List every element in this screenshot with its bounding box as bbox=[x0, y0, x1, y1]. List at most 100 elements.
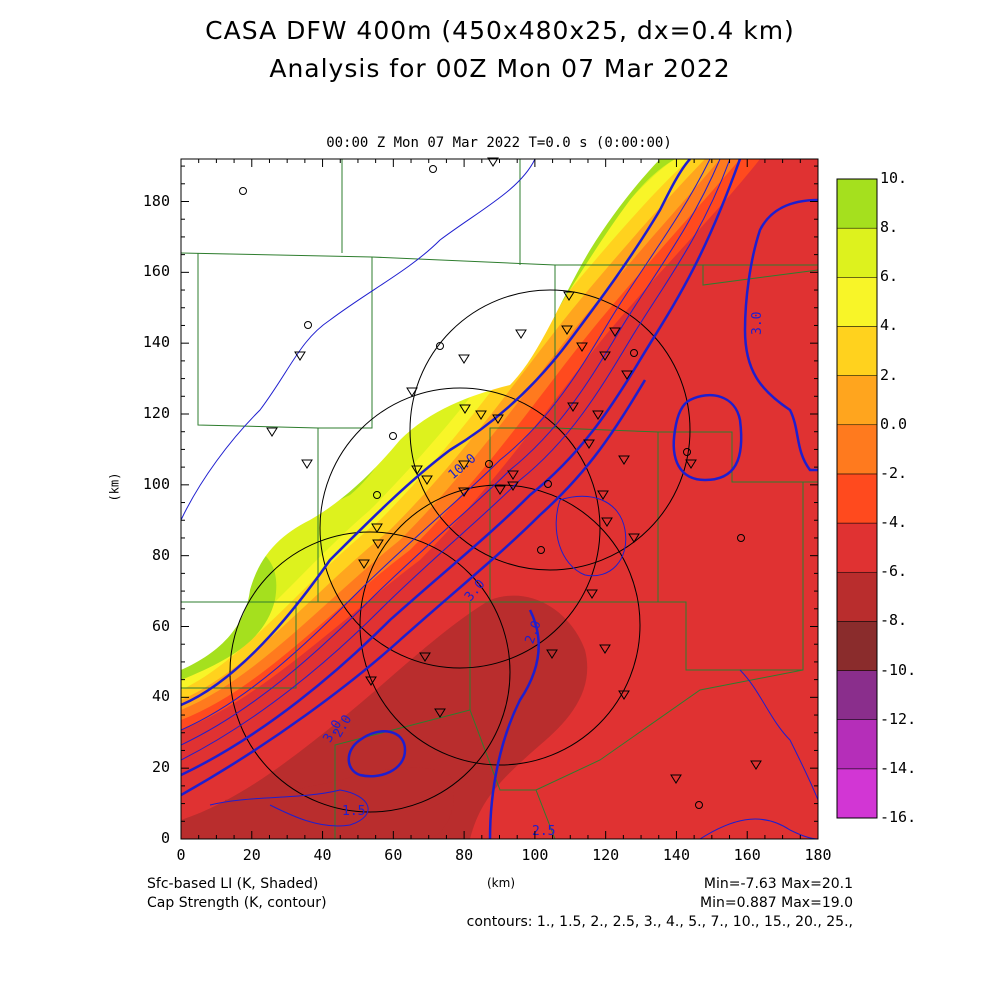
station-triangle bbox=[406, 387, 418, 397]
contour-label: 2.5 bbox=[532, 824, 555, 839]
station-triangle bbox=[358, 559, 370, 569]
colorbar-tick-label: -8. bbox=[880, 611, 908, 630]
station-circle bbox=[544, 480, 552, 488]
colorbar-frame bbox=[836, 178, 878, 819]
station-triangle bbox=[492, 414, 504, 424]
colorbar-tick-label: 2. bbox=[880, 365, 899, 384]
station-triangle bbox=[494, 485, 506, 495]
y-tick-label: 180 bbox=[142, 191, 170, 210]
x-tick-label: 120 bbox=[592, 846, 620, 864]
station-triangle bbox=[459, 404, 471, 414]
county-line-1 bbox=[181, 252, 818, 266]
station-triangle bbox=[419, 652, 431, 662]
station-triangle bbox=[475, 410, 487, 420]
y-tick-label: 60 bbox=[151, 616, 170, 635]
footer-contour-levels: contours: 1., 1.5, 2., 2.5, 3., 4., 5., … bbox=[466, 914, 853, 930]
contour-label: 3.0 bbox=[750, 312, 765, 335]
station-triangle bbox=[670, 774, 682, 784]
cap-strength-contours bbox=[181, 159, 818, 839]
station-triangle bbox=[266, 427, 278, 437]
colorbar-tick-label: -16. bbox=[880, 808, 917, 826]
axis-ticks bbox=[180, 159, 819, 840]
station-triangle bbox=[546, 649, 558, 659]
station-triangle bbox=[372, 539, 384, 549]
contour-3-east bbox=[743, 198, 818, 472]
x-axis-unit: (km) bbox=[487, 876, 516, 890]
contour-west-thin bbox=[181, 159, 536, 521]
station-triangle bbox=[599, 644, 611, 654]
colorbar-tick-label: 10. bbox=[880, 169, 908, 187]
county-line-5 bbox=[318, 257, 373, 429]
colorbar-swatch bbox=[836, 227, 878, 278]
colorbar-swatch bbox=[836, 768, 878, 819]
colorbar-swatch bbox=[836, 178, 878, 229]
colorbar-tick-label: -12. bbox=[880, 709, 917, 728]
station-markers bbox=[239, 157, 762, 809]
station-triangle bbox=[563, 291, 575, 301]
x-tick-label: 140 bbox=[662, 846, 690, 864]
station-triangle bbox=[592, 410, 604, 420]
x-tick-label: 20 bbox=[242, 846, 261, 864]
contour-10 bbox=[181, 159, 691, 707]
colorbar-swatch bbox=[836, 571, 878, 622]
contour-east-ring bbox=[672, 393, 743, 482]
contour-2-inner bbox=[181, 379, 647, 797]
colorbar-swatch bbox=[836, 375, 878, 426]
colorbar-swatch bbox=[836, 719, 878, 770]
station-triangle bbox=[576, 342, 588, 352]
station-triangle bbox=[371, 523, 383, 533]
station-triangle bbox=[621, 370, 633, 380]
y-tick-label: 160 bbox=[142, 262, 170, 281]
x-tick-label: 100 bbox=[521, 846, 549, 864]
contour-1-5-south bbox=[209, 789, 369, 827]
x-tick-label: 180 bbox=[804, 846, 832, 864]
contour-4 bbox=[181, 159, 731, 761]
contour-label: 1.5 bbox=[342, 804, 365, 819]
station-triangle bbox=[487, 157, 499, 167]
contour-sw-loop bbox=[347, 730, 407, 778]
x-tick-label: 40 bbox=[313, 846, 332, 864]
colorbar-tick-label: -14. bbox=[880, 758, 917, 777]
station-triangle bbox=[685, 459, 697, 469]
x-tick-label: 0 bbox=[176, 846, 186, 864]
station-circle bbox=[429, 165, 437, 173]
colorbar-swatch bbox=[836, 522, 878, 573]
range-rings bbox=[229, 289, 691, 813]
county-line-12 bbox=[334, 602, 471, 839]
station-circle bbox=[683, 448, 691, 456]
station-triangle bbox=[421, 475, 433, 485]
station-triangle bbox=[515, 329, 527, 339]
y-tick-label: 0 bbox=[160, 829, 170, 847]
county-line-8 bbox=[658, 431, 818, 483]
county-line-14 bbox=[535, 789, 556, 839]
colorbar-tick-label: -6. bbox=[880, 562, 908, 581]
station-triangle bbox=[458, 354, 470, 364]
radar-ring-2 bbox=[319, 387, 601, 669]
county-line-7 bbox=[490, 427, 659, 603]
title-line-2: Analysis for 00Z Mon 07 Mar 2022 bbox=[269, 54, 731, 83]
station-circle bbox=[630, 349, 638, 357]
colorbar-tick-label: -4. bbox=[880, 513, 908, 532]
li-missing-region bbox=[181, 159, 660, 670]
station-triangle bbox=[586, 589, 598, 599]
contour-5 bbox=[181, 159, 721, 746]
contour-3 bbox=[181, 159, 742, 777]
station-circle bbox=[436, 342, 444, 350]
colorbar bbox=[836, 178, 878, 819]
station-triangle bbox=[597, 490, 609, 500]
station-triangle bbox=[507, 470, 519, 480]
footer-shaded-label: Sfc-based LI (K, Shaded) bbox=[147, 876, 319, 892]
station-triangle bbox=[618, 455, 630, 465]
colorbar-swatch bbox=[836, 277, 878, 327]
station-triangle bbox=[507, 481, 519, 491]
county-line-11 bbox=[181, 602, 297, 689]
y-tick-label: 140 bbox=[142, 333, 170, 352]
x-tick-label: 60 bbox=[384, 846, 403, 864]
y-axis-unit: (km) bbox=[107, 472, 122, 502]
station-triangle bbox=[601, 517, 613, 527]
station-triangle bbox=[301, 459, 313, 469]
footer-shaded-stats: Min=-7.63 Max=20.1 bbox=[703, 876, 853, 892]
station-triangle bbox=[599, 351, 611, 361]
footer-contour-stats: Min=0.887 Max=19.0 bbox=[700, 895, 853, 911]
